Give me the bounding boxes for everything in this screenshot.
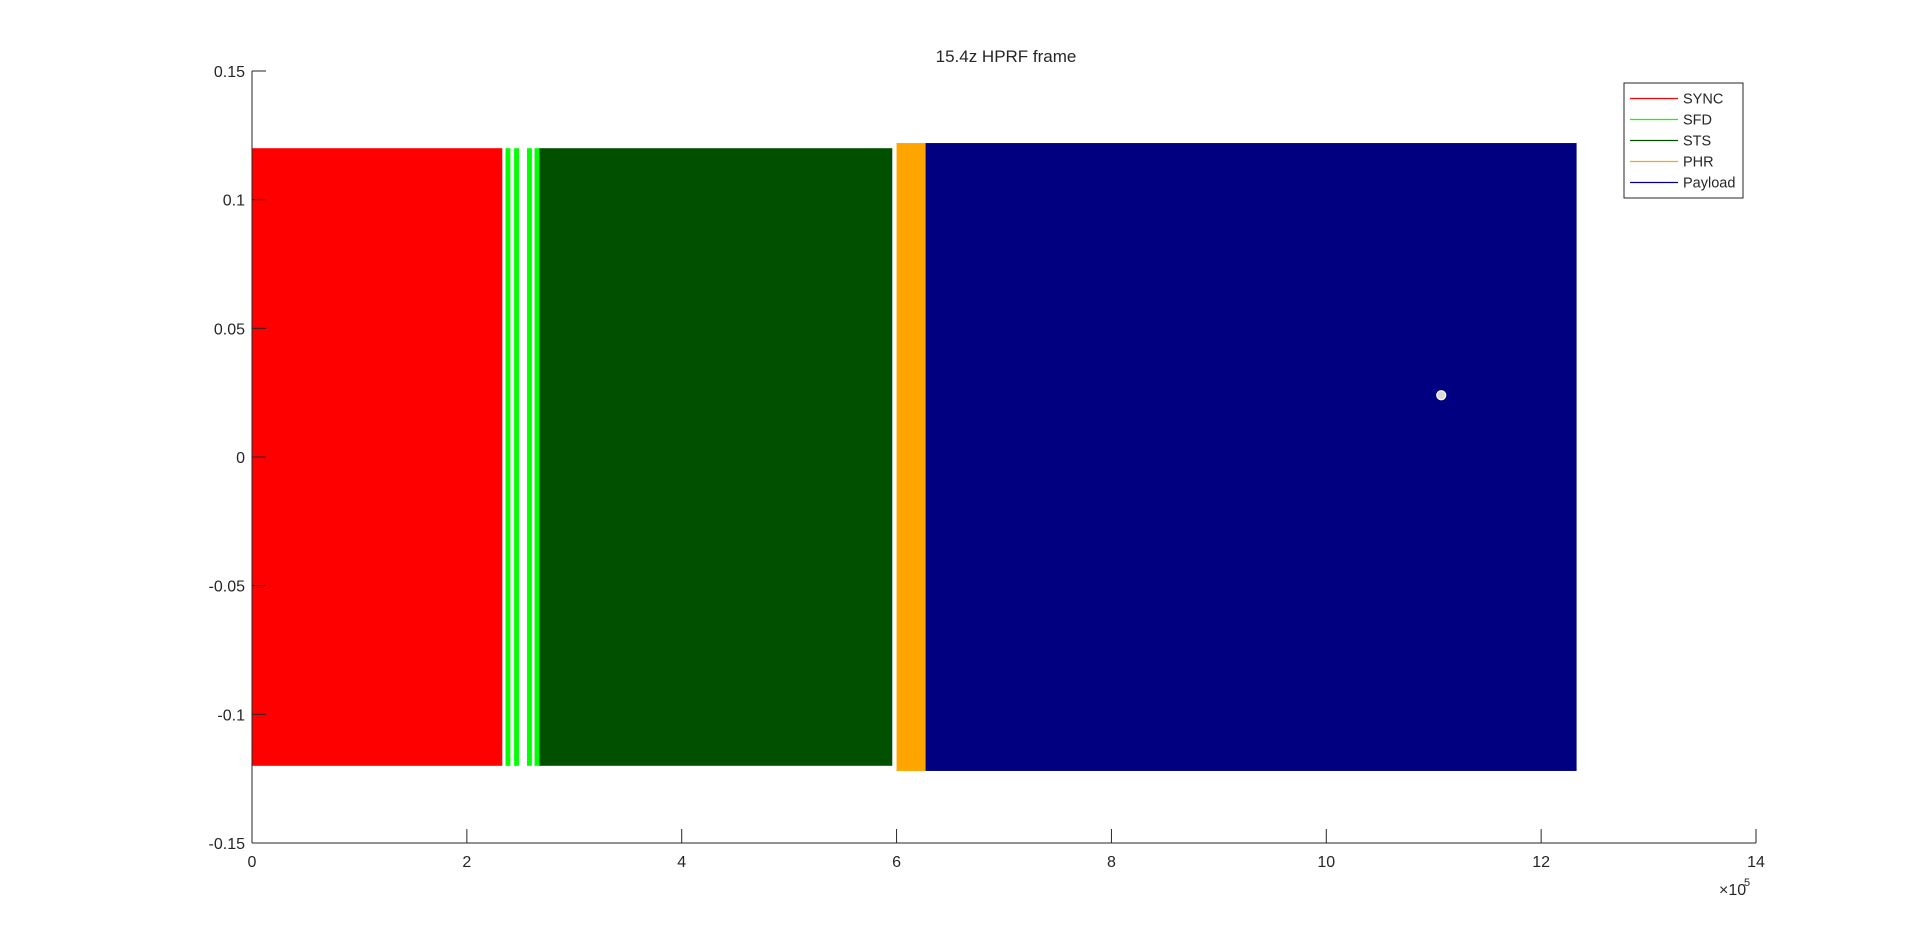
y-tick-label: -0.15 (209, 836, 246, 853)
axes: 0 2 4 6 8 10 12 14 -0.15 -0.1 -0.05 0 0.05 0.1 0.15 (209, 64, 1765, 871)
x-tick-label: 4 (677, 854, 686, 871)
y-tick-label: 0.15 (214, 64, 245, 81)
x-tick-label: 12 (1532, 854, 1550, 871)
series-sts-band (539, 148, 893, 766)
data-marker-point (1436, 390, 1447, 401)
chart-title: 15.4z HPRF frame (936, 47, 1077, 66)
x-tick-label: 6 (892, 854, 901, 871)
legend[interactable]: SYNC SFD STS PHR Payload (1623, 82, 1744, 199)
y-tick-label: 0.1 (223, 193, 245, 210)
series-phr-band (896, 143, 926, 771)
x-tick-label: 14 (1747, 854, 1765, 871)
series-sfd-band-2 (514, 148, 519, 766)
y-tick-label: -0.1 (217, 707, 245, 724)
legend-label-sts: STS (1683, 134, 1711, 150)
plot-area (252, 143, 1577, 771)
x-exponent-base: ×10 (1719, 882, 1746, 899)
y-tick-label: 0.05 (214, 321, 245, 338)
series-sync-band (252, 148, 503, 766)
legend-label-sfd: SFD (1683, 113, 1712, 129)
x-tick-label: 0 (248, 854, 257, 871)
x-exponent-power: 5 (1744, 877, 1750, 889)
legend-label-phr: PHR (1683, 155, 1714, 171)
legend-label-sync: SYNC (1683, 92, 1723, 108)
x-axis-exponent: ×10 5 (1719, 877, 1750, 899)
y-tick-label: 0 (236, 450, 245, 467)
series-sfd-band-4 (534, 148, 540, 766)
legend-label-payload: Payload (1683, 176, 1735, 192)
series-sfd-band-1 (505, 148, 511, 766)
y-tick-label: -0.05 (209, 579, 246, 596)
x-tick-label: 2 (462, 854, 471, 871)
x-tick-label: 10 (1317, 854, 1335, 871)
series-payload-band (925, 143, 1577, 771)
series-sfd-band-3 (527, 148, 532, 766)
x-tick-label: 8 (1107, 854, 1116, 871)
